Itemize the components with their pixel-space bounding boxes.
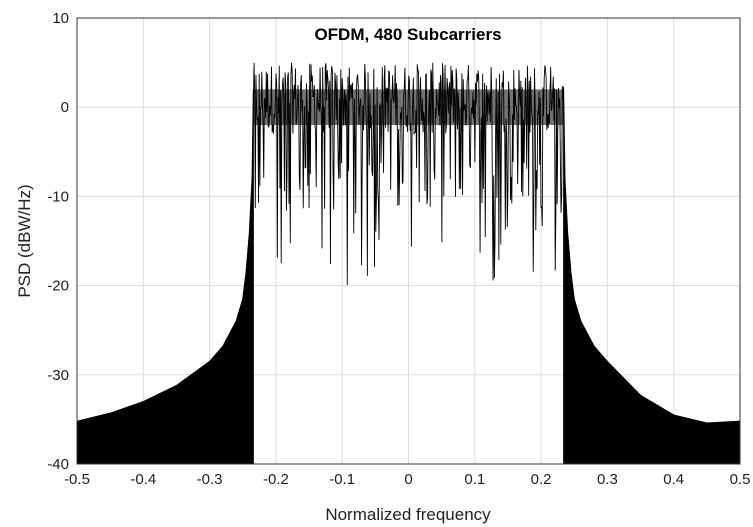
y-tick-label: -40 bbox=[47, 456, 69, 473]
x-tick-label: -0.2 bbox=[263, 471, 289, 488]
x-tick-label: 0.4 bbox=[663, 471, 684, 488]
in-band-core bbox=[253, 89, 564, 126]
y-tick-label: 10 bbox=[52, 10, 69, 27]
chart-title: OFDM, 480 Subcarriers bbox=[314, 25, 501, 44]
y-axis-label: PSD (dBW/Hz) bbox=[15, 184, 34, 297]
x-tick-label: -0.3 bbox=[197, 471, 223, 488]
right-sidelobe bbox=[563, 89, 741, 465]
x-tick-label: 0.2 bbox=[531, 471, 552, 488]
axes bbox=[76, 17, 741, 465]
psd-trace bbox=[252, 62, 565, 286]
x-tick-label: 0.5 bbox=[730, 471, 751, 488]
plot-frame bbox=[76, 17, 741, 465]
y-tick-label: -30 bbox=[47, 367, 69, 384]
x-tick-label: 0.3 bbox=[597, 471, 618, 488]
x-tick-label: -0.5 bbox=[64, 471, 90, 488]
y-tick-label: -20 bbox=[47, 278, 69, 295]
y-tick-label: -10 bbox=[47, 188, 69, 205]
x-tick-label: -0.1 bbox=[329, 471, 355, 488]
x-tick-label: 0.1 bbox=[464, 471, 485, 488]
x-tick-label: 0 bbox=[404, 471, 412, 488]
x-axis-label: Normalized frequency bbox=[325, 505, 491, 524]
tick-labels: -0.5 -0.4 -0.3 -0.2 -0.1 0 0.1 0.2 0.3 0.4 0.5 -40 -… bbox=[47, 10, 750, 488]
y-tick-label: 0 bbox=[61, 99, 69, 116]
x-tick-label: -0.4 bbox=[130, 471, 156, 488]
left-sidelobe bbox=[76, 89, 254, 465]
